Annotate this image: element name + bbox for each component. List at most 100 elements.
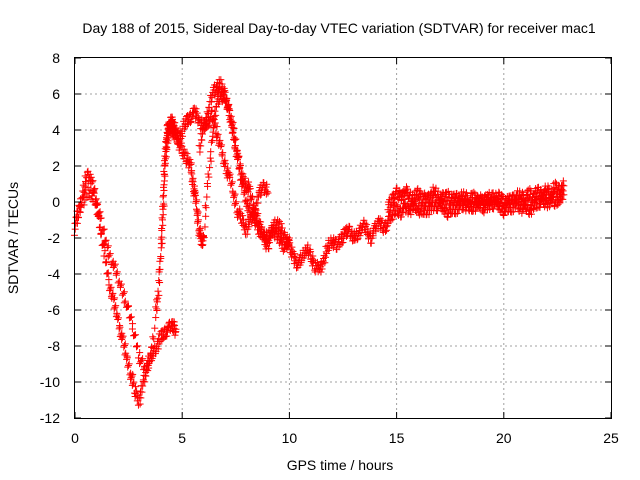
data-point	[234, 154, 242, 162]
data-point	[160, 186, 168, 194]
data-point	[130, 378, 138, 386]
data-point	[160, 177, 168, 185]
data-point	[218, 150, 226, 158]
data-point	[100, 240, 108, 248]
data-point	[229, 128, 237, 136]
data-point	[266, 239, 274, 247]
data-point	[263, 187, 271, 195]
data-point	[122, 349, 130, 357]
data-point	[187, 159, 195, 167]
data-point	[282, 235, 290, 243]
data-point	[204, 170, 212, 178]
data-point	[92, 200, 100, 208]
data-point	[163, 144, 171, 152]
data-point	[361, 219, 369, 227]
y-tick-label: -6	[48, 302, 61, 318]
data-point	[105, 276, 113, 284]
data-point	[201, 223, 209, 231]
data-point	[133, 342, 141, 350]
data-point	[209, 132, 217, 140]
data-point	[118, 334, 126, 342]
data-point	[147, 350, 155, 358]
y-tick-label: 2	[52, 158, 60, 174]
data-point	[111, 260, 119, 268]
data-point	[267, 233, 275, 241]
data-point	[346, 223, 354, 231]
data-point	[221, 156, 229, 164]
data-point	[114, 314, 122, 322]
data-point	[225, 100, 233, 108]
data-point	[150, 335, 158, 343]
data-point	[257, 224, 265, 232]
data-point	[132, 331, 140, 339]
data-point	[203, 180, 211, 188]
data-point	[186, 156, 194, 164]
data-point	[146, 357, 154, 365]
data-point	[204, 110, 212, 118]
data-point	[230, 124, 238, 132]
data-point	[162, 134, 170, 142]
data-point	[117, 280, 125, 288]
data-point	[134, 401, 142, 409]
data-point	[119, 289, 127, 297]
data-point	[265, 245, 273, 253]
data-point	[225, 172, 233, 180]
data-point	[160, 171, 168, 179]
data-point	[205, 173, 213, 181]
data-point	[277, 220, 285, 228]
data-point	[202, 204, 210, 212]
data-point	[136, 349, 144, 357]
data-point	[231, 143, 239, 151]
data-point	[161, 152, 169, 160]
data-point	[76, 208, 84, 216]
data-point	[361, 226, 369, 234]
data-point	[189, 178, 197, 186]
data-point	[111, 294, 119, 302]
data-point	[319, 257, 327, 265]
data-point	[202, 212, 210, 220]
data-point	[217, 76, 225, 84]
data-point	[222, 96, 230, 104]
plot-frame	[74, 57, 612, 419]
data-point	[186, 119, 194, 127]
data-point	[231, 142, 239, 150]
data-point	[171, 119, 179, 127]
data-point	[203, 120, 211, 128]
data-point	[81, 172, 89, 180]
data-point	[90, 189, 98, 197]
data-point	[157, 235, 165, 243]
data-point	[470, 188, 478, 196]
data-point	[119, 332, 127, 340]
data-point	[199, 130, 207, 138]
data-point	[161, 159, 169, 167]
data-point	[207, 157, 215, 165]
data-point	[157, 244, 165, 252]
data-point	[106, 287, 114, 295]
data-point	[133, 387, 141, 395]
data-point	[91, 185, 99, 193]
data-point	[148, 343, 156, 351]
data-point	[88, 178, 96, 186]
data-point	[339, 239, 347, 246]
data-point	[214, 130, 222, 138]
data-point	[79, 187, 87, 195]
data-point	[187, 117, 195, 125]
data-point	[155, 291, 163, 299]
data-point	[153, 306, 161, 314]
data-point	[560, 191, 568, 199]
data-point	[556, 199, 564, 207]
data-point	[125, 360, 133, 368]
data-point	[230, 135, 238, 143]
data-point	[224, 164, 232, 172]
data-point	[216, 136, 224, 144]
data-point	[132, 342, 140, 350]
data-point	[162, 143, 170, 151]
data-point	[260, 231, 268, 239]
data-point	[116, 282, 124, 290]
data-point	[193, 109, 201, 117]
data-point	[104, 242, 112, 250]
data-point	[304, 241, 312, 249]
data-point	[124, 361, 132, 369]
data-point	[536, 203, 544, 211]
data-point	[209, 124, 217, 132]
